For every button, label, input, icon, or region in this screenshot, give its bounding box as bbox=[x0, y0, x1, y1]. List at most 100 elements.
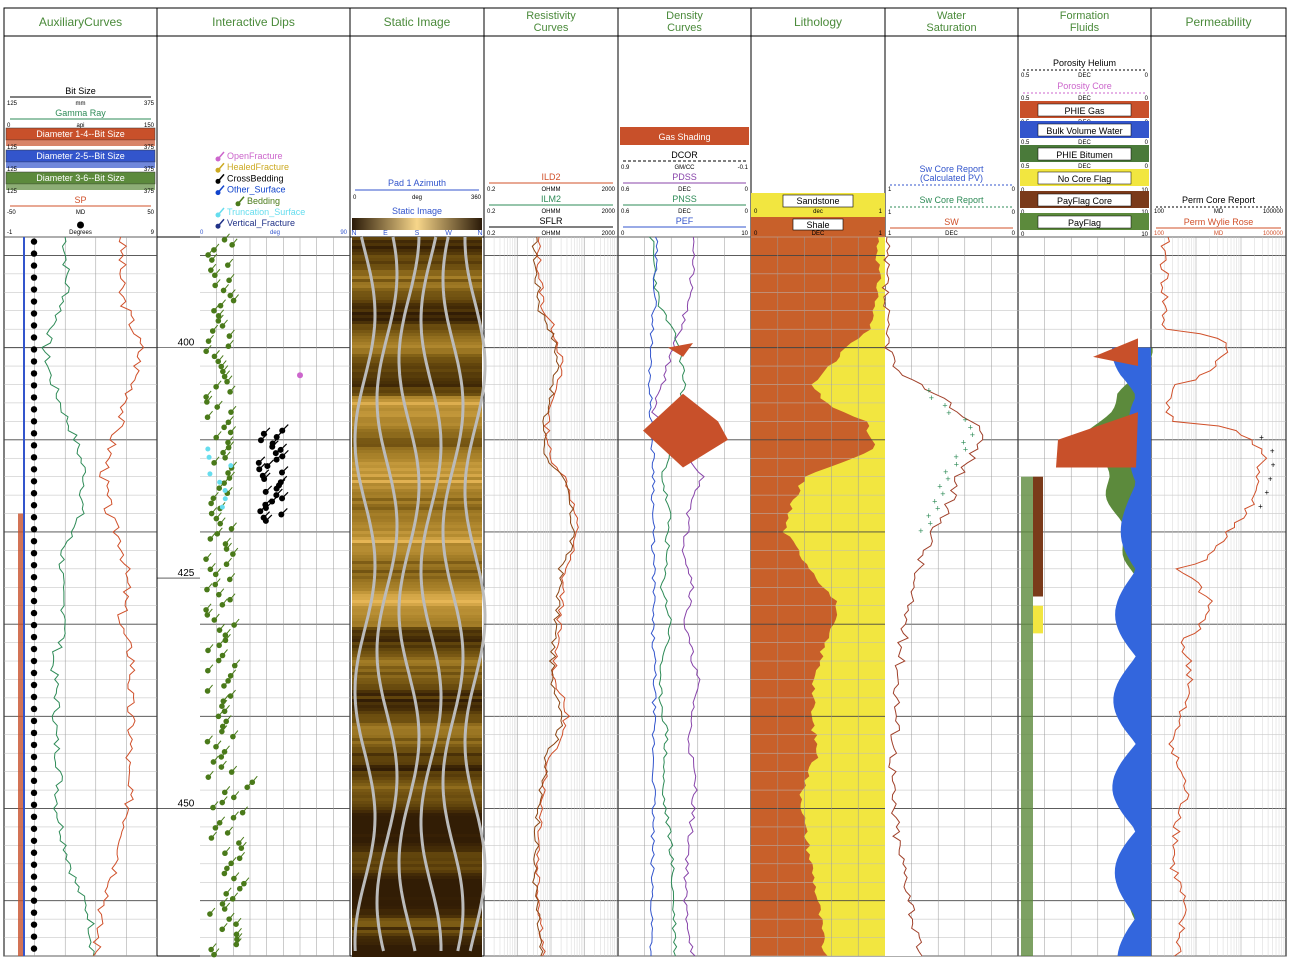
gas-crossover bbox=[643, 393, 728, 468]
no-core-flag-bar bbox=[1033, 605, 1043, 634]
core-perm-point: + bbox=[1258, 502, 1263, 511]
track-title: Lithology bbox=[794, 15, 842, 29]
curve-name: No Core Flag bbox=[1058, 174, 1112, 184]
bedding-dip-tail bbox=[210, 497, 217, 504]
curve-name: PEF bbox=[676, 216, 694, 226]
bedding-dip-tail bbox=[215, 740, 222, 748]
tadpole-marker bbox=[30, 346, 38, 353]
crossbedding-dip-tail bbox=[258, 456, 266, 464]
bedding-dip-tail bbox=[215, 821, 221, 829]
image-band bbox=[352, 726, 482, 729]
image-band bbox=[352, 549, 482, 552]
scale-min: 0.5 bbox=[1021, 140, 1030, 146]
image-band bbox=[352, 624, 482, 627]
tadpole-marker bbox=[30, 705, 38, 713]
bedding-dip-tail bbox=[230, 669, 237, 677]
tadpole-marker bbox=[30, 310, 38, 317]
scale-max: 375 bbox=[144, 145, 155, 151]
image-band bbox=[352, 531, 482, 534]
image-band bbox=[352, 579, 482, 582]
image-band bbox=[352, 918, 482, 921]
bedding-dip-tail bbox=[225, 537, 231, 545]
tadpole-marker bbox=[30, 454, 38, 461]
image-band bbox=[352, 888, 482, 891]
image-band bbox=[352, 645, 482, 648]
image-band bbox=[352, 294, 482, 297]
bedding-dip-tail bbox=[233, 872, 240, 879]
direction-label: S bbox=[415, 230, 420, 237]
tadpole-marker bbox=[30, 645, 38, 653]
tadpole-marker bbox=[30, 753, 38, 761]
sandstone-box bbox=[782, 194, 854, 208]
core-sw-point: + bbox=[929, 393, 934, 403]
bedding-dip-tail bbox=[233, 294, 239, 301]
bedding-dip-tail bbox=[211, 831, 217, 839]
bedding-dip-tail bbox=[213, 456, 220, 464]
image-band bbox=[352, 903, 482, 906]
direction-label: N bbox=[477, 230, 482, 237]
scale-max: 0 bbox=[1145, 96, 1149, 102]
image-band bbox=[352, 327, 482, 330]
track-title: AuxiliaryCurves bbox=[39, 15, 122, 29]
scale-min: 0.5 bbox=[1021, 96, 1030, 102]
bedding-dip-tail bbox=[218, 588, 225, 595]
bedding-dip-tail bbox=[228, 274, 235, 281]
image-band bbox=[352, 873, 482, 876]
bedding-dip-tail bbox=[219, 623, 225, 631]
scale-unit: DEC bbox=[678, 187, 691, 193]
tadpole-marker bbox=[30, 633, 38, 641]
scale-max: 1 bbox=[879, 231, 883, 237]
image-band bbox=[352, 582, 482, 585]
image-band bbox=[352, 885, 482, 888]
scale-unit: DEC bbox=[1078, 164, 1091, 170]
open-fracture-dip bbox=[297, 372, 303, 379]
legend-pattern bbox=[6, 162, 155, 168]
image-band bbox=[352, 339, 482, 342]
scale-max: 0 bbox=[1145, 164, 1149, 170]
image-band bbox=[352, 351, 482, 354]
image-band bbox=[352, 441, 482, 444]
image-band bbox=[352, 321, 482, 324]
bedding-dip-tail bbox=[205, 603, 212, 611]
image-band bbox=[352, 603, 482, 606]
tadpole-marker bbox=[30, 765, 38, 773]
image-band bbox=[352, 345, 482, 348]
core-sw-point: + bbox=[963, 415, 968, 425]
curve-name: SW bbox=[944, 217, 959, 227]
bedding-dip-tail bbox=[224, 786, 231, 793]
bedding-dip-tail bbox=[226, 557, 232, 565]
dip-legend-head bbox=[215, 178, 221, 184]
gas-shading-swatch bbox=[620, 127, 749, 145]
bedding-dip-tail bbox=[222, 319, 228, 327]
gamma-ray-curve bbox=[41, 236, 95, 957]
core-sw-point: + bbox=[943, 467, 948, 477]
bedding-dip-tail bbox=[224, 745, 230, 753]
bedding-dip-tail bbox=[227, 466, 234, 474]
core-sw-point: + bbox=[932, 496, 937, 506]
bedding-dip-tail bbox=[239, 851, 246, 859]
shale-label: Shale bbox=[806, 220, 829, 230]
scale-min: 0 bbox=[754, 209, 758, 215]
image-band bbox=[352, 402, 482, 405]
scale-max: 150 bbox=[144, 123, 155, 129]
image-band bbox=[352, 672, 482, 675]
curve-name: PHIE Bitumen bbox=[1056, 150, 1113, 160]
truncation-dip bbox=[217, 479, 223, 485]
scale-max: 1 bbox=[879, 209, 883, 215]
bedding-dip-tail bbox=[218, 639, 225, 646]
dip-legend-head bbox=[215, 212, 221, 218]
legend-box bbox=[1037, 193, 1132, 207]
bedding-dip-tail bbox=[239, 882, 246, 890]
image-band bbox=[352, 609, 482, 612]
scale-min: 125 bbox=[7, 101, 18, 107]
image-band bbox=[352, 333, 482, 336]
core-perm-point: + bbox=[1271, 460, 1276, 469]
curve-name: Diameter 1-4--Bit Size bbox=[36, 129, 125, 139]
image-band bbox=[352, 909, 482, 912]
bedding-dip-tail bbox=[228, 329, 235, 337]
image-band bbox=[352, 801, 482, 804]
scale-max: 375 bbox=[144, 101, 155, 107]
curve-name: Perm Core Report bbox=[1182, 195, 1256, 205]
scale-min: 100 bbox=[1154, 231, 1165, 237]
dip-legend-head bbox=[215, 167, 221, 173]
